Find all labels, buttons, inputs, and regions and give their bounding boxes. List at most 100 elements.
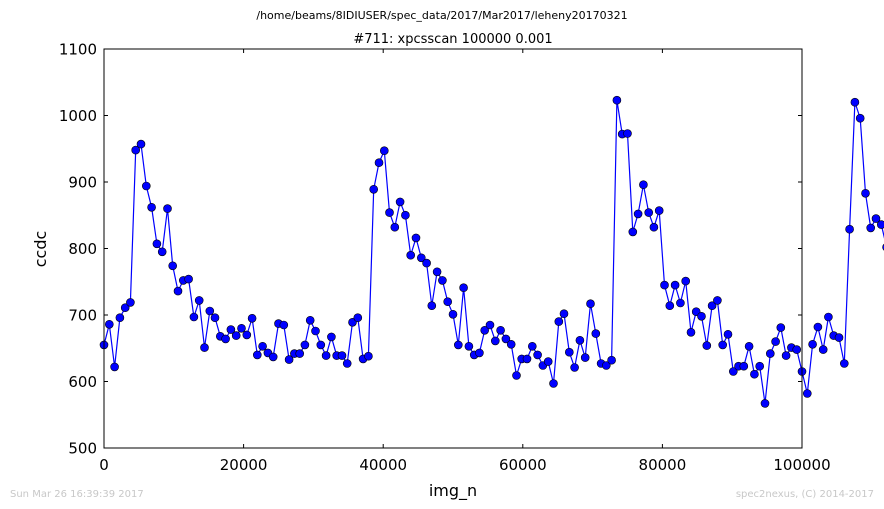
data-point	[369, 185, 379, 194]
y-tick-label: 500	[68, 440, 97, 458]
data-point	[242, 330, 252, 340]
data-point	[850, 97, 860, 107]
data-point	[453, 340, 463, 350]
data-point	[300, 340, 310, 350]
data-point	[110, 362, 119, 372]
data-point	[628, 227, 638, 237]
data-point	[744, 341, 754, 351]
data-point	[194, 296, 204, 305]
data-point	[861, 189, 870, 198]
data-point	[189, 312, 199, 322]
y-tick-label: 700	[68, 307, 97, 325]
data-point	[258, 341, 267, 351]
data-point	[390, 222, 400, 232]
data-point	[633, 209, 643, 219]
data-point	[771, 337, 780, 346]
data-point	[818, 345, 828, 354]
data-point	[200, 343, 209, 352]
chart-suptitle: /home/beams/8IDIUSER/spec_data/2017/Mar2…	[256, 9, 627, 22]
data-point	[506, 339, 516, 349]
plot-frame	[103, 48, 803, 449]
data-point	[855, 113, 865, 123]
data-point	[839, 359, 849, 368]
data-point	[295, 349, 305, 358]
data-point	[168, 261, 177, 271]
data-point	[438, 276, 447, 285]
data-point	[231, 331, 241, 340]
data-point	[485, 320, 495, 330]
data-point	[755, 361, 765, 371]
data-point	[750, 369, 759, 379]
data-point	[760, 399, 770, 408]
data-point	[586, 299, 595, 309]
data-point	[765, 349, 775, 358]
data-point	[776, 323, 786, 332]
data-point	[739, 361, 749, 371]
data-point	[247, 313, 257, 323]
data-point	[427, 301, 437, 311]
x-tick-label: 40000	[359, 456, 407, 474]
data-point	[226, 325, 236, 334]
data-point	[554, 317, 564, 326]
data-point	[464, 341, 474, 351]
data-point	[877, 220, 884, 229]
data-point	[443, 297, 453, 307]
data-point	[252, 350, 262, 360]
data-point	[649, 222, 659, 232]
data-point	[480, 325, 490, 335]
data-point	[237, 323, 246, 333]
data-point	[284, 355, 294, 364]
data-point	[321, 351, 331, 360]
data-point	[163, 204, 172, 213]
x-tick-label: 0	[99, 456, 109, 474]
data-point	[416, 253, 426, 263]
data-point	[601, 361, 611, 370]
data-point	[475, 348, 484, 358]
data-point	[401, 210, 410, 220]
data-point	[665, 301, 675, 311]
data-point	[422, 258, 431, 268]
data-point	[205, 306, 215, 316]
data-point	[660, 280, 669, 290]
data-point	[126, 298, 135, 307]
data-point	[210, 313, 220, 323]
data-point	[808, 339, 817, 349]
data-point	[813, 322, 823, 332]
data-point	[522, 354, 532, 364]
data-point	[496, 325, 505, 335]
data-point	[379, 146, 389, 155]
y-tick-label: 1100	[59, 41, 97, 59]
chart-title: #711: xpcsscan 100000 0.001	[353, 32, 552, 47]
data-point	[713, 296, 722, 305]
data-point	[184, 274, 193, 284]
data-point	[221, 334, 230, 344]
data-point	[395, 197, 405, 207]
data-point	[723, 329, 733, 339]
data-point	[279, 320, 289, 330]
data-point	[374, 158, 384, 167]
data-point	[501, 334, 511, 344]
data-point	[157, 247, 167, 257]
data-point	[591, 329, 601, 338]
data-point	[142, 181, 151, 191]
data-point	[342, 359, 352, 368]
data-point	[644, 208, 654, 217]
x-tick-label: 60000	[499, 456, 547, 474]
x-tick-label: 80000	[639, 456, 687, 474]
data-point	[570, 363, 579, 372]
data-point	[575, 335, 585, 345]
y-tick-label: 900	[68, 174, 97, 192]
y-axis-label: ccdc	[31, 231, 50, 268]
y-tick-label: 600	[68, 373, 97, 391]
y-tick-label: 1000	[59, 107, 97, 125]
data-point	[353, 313, 363, 323]
series-line-group	[103, 100, 884, 404]
y-tick-label: 800	[68, 240, 97, 258]
x-tick-label: 20000	[220, 456, 268, 474]
data-point	[105, 319, 114, 329]
data-point	[152, 239, 162, 249]
data-point	[612, 95, 622, 105]
data-point	[707, 301, 717, 311]
data-point	[866, 223, 876, 233]
data-point	[311, 326, 320, 336]
